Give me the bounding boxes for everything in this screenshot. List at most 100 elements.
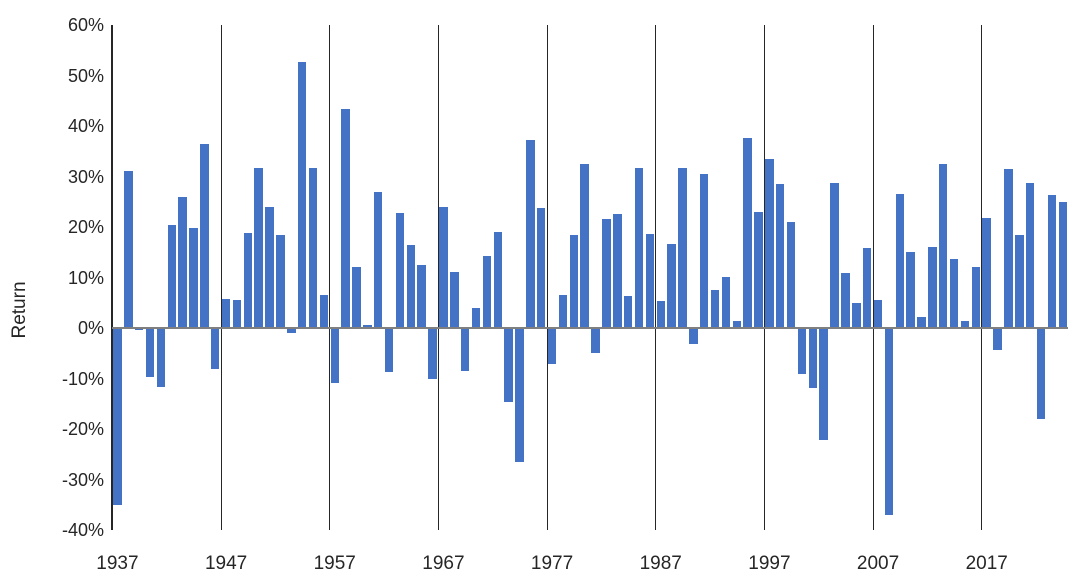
- y-tick-label: -30%: [61, 469, 104, 490]
- bar-1962: [384, 328, 394, 372]
- y-tick-label: 60%: [67, 15, 104, 35]
- bar-2000: [797, 328, 807, 374]
- x-tick-label-1957: 1957: [313, 553, 356, 574]
- bar-1973: [504, 328, 513, 403]
- bar-1954: [297, 62, 307, 328]
- bar-2014: [949, 258, 959, 328]
- bar-1953: [287, 328, 296, 334]
- bar-2009: [895, 194, 905, 328]
- bar-1949: [243, 233, 253, 328]
- bar-1996: [754, 211, 763, 328]
- bar-1972: [493, 232, 502, 328]
- bar-1983: [613, 213, 622, 328]
- bar-1937: [113, 328, 122, 505]
- bar-1943: [178, 197, 187, 328]
- x-tick-label-1967: 1967: [422, 553, 465, 574]
- bar-1964: [406, 244, 416, 328]
- bar-1963: [395, 212, 405, 328]
- bar-2002: [819, 328, 828, 440]
- gridline-1957: [329, 25, 331, 530]
- bar-1977: [547, 328, 557, 365]
- bar-1991: [699, 173, 709, 328]
- y-axis-line: [111, 25, 113, 530]
- bar-2015: [960, 320, 970, 328]
- bar-2005: [852, 303, 861, 328]
- bar-2023: [1047, 195, 1057, 328]
- bar-2020: [1015, 235, 1024, 328]
- y-tick-label: -10%: [61, 368, 104, 389]
- x-tick-label-1937: 1937: [96, 553, 139, 574]
- bar-1981: [591, 328, 600, 353]
- y-tick-label: 40%: [67, 116, 104, 136]
- bar-1945: [200, 144, 209, 328]
- y-tick-label: 0%: [77, 318, 104, 338]
- bar-1955: [308, 168, 318, 328]
- bar-1990: [689, 328, 698, 344]
- x-tick-label-1977: 1977: [530, 553, 574, 574]
- bar-1995: [743, 138, 752, 328]
- bar-1993: [721, 276, 731, 328]
- bar-1988: [667, 244, 676, 328]
- bar-2007: [873, 300, 883, 328]
- bar-1940: [145, 328, 155, 378]
- bar-1984: [623, 296, 633, 328]
- bar-1994: [732, 321, 742, 328]
- bar-1998: [776, 183, 785, 328]
- bar-2016: [971, 267, 981, 328]
- bar-2022: [1036, 328, 1046, 420]
- bar-1980: [580, 164, 589, 328]
- bar-1978: [558, 294, 568, 328]
- bar-1966: [428, 328, 437, 379]
- y-tick-label: 30%: [67, 166, 104, 187]
- bar-1971: [482, 255, 492, 328]
- bar-1986: [645, 233, 655, 328]
- bar-1960: [363, 325, 372, 328]
- bar-1947: [221, 299, 231, 328]
- x-tick-label-2017: 2017: [965, 553, 1008, 574]
- bar-1970: [471, 307, 481, 328]
- x-tick-label-2007: 2007: [856, 553, 900, 574]
- bar-1948: [232, 300, 242, 328]
- bar-1989: [678, 167, 687, 328]
- bar-1942: [167, 225, 176, 328]
- bar-1959: [352, 267, 361, 328]
- bar-1957: [330, 328, 339, 383]
- bar-1952: [276, 235, 285, 328]
- bar-2018: [993, 328, 1002, 351]
- gridline-1947: [220, 25, 222, 530]
- gridline-1967: [437, 25, 439, 530]
- gridline-2007: [872, 25, 874, 530]
- bar-2017: [982, 217, 991, 328]
- bar-1975: [526, 140, 535, 328]
- bar-2010: [906, 251, 915, 328]
- bar-1987: [656, 301, 665, 328]
- bar-1997: [765, 159, 774, 328]
- bar-2003: [830, 183, 839, 328]
- bar-2006: [862, 248, 872, 328]
- y-axis-title: Return: [9, 281, 30, 339]
- bar-1968: [450, 271, 459, 328]
- gridline-1987: [655, 25, 657, 530]
- gridline-2017: [981, 25, 983, 530]
- y-tick-label: 50%: [67, 65, 104, 86]
- bar-1939: [134, 328, 144, 331]
- gridline-1977: [546, 25, 548, 530]
- bar-1969: [460, 328, 470, 371]
- y-tick-label: -40%: [61, 520, 104, 540]
- bar-1999: [786, 221, 796, 328]
- bar-1950: [254, 167, 263, 328]
- y-tick-label: 20%: [67, 217, 104, 237]
- bar-1979: [569, 235, 579, 328]
- x-tick-label-1997: 1997: [748, 553, 791, 574]
- bar-1985: [634, 167, 644, 328]
- bar-1946: [210, 328, 220, 369]
- y-tick-label: -20%: [61, 419, 104, 439]
- bar-1965: [417, 264, 426, 328]
- bar-1944: [189, 228, 198, 328]
- bar-1961: [373, 192, 383, 328]
- zero-baseline: [112, 327, 1069, 329]
- bar-2012: [928, 247, 937, 328]
- bar-2021: [1025, 183, 1035, 328]
- x-tick-label-1947: 1947: [204, 553, 248, 574]
